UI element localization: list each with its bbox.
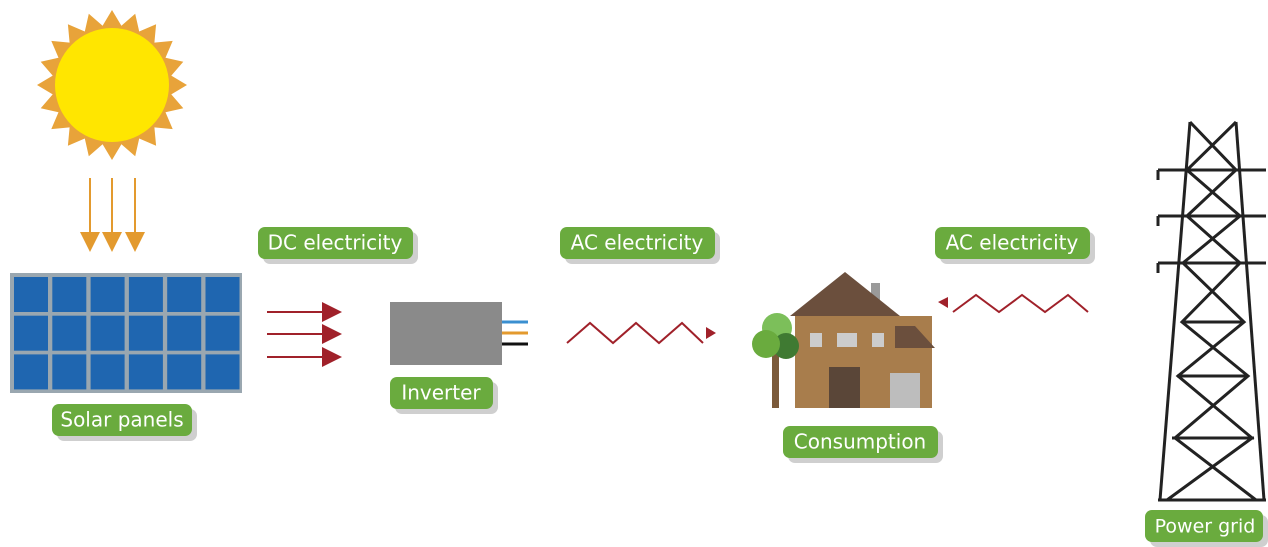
node-label: Solar panels [60, 408, 183, 432]
label-ac1: AC electricity [560, 227, 720, 264]
inverter [390, 302, 528, 365]
house [752, 272, 935, 408]
dc-arrows [267, 302, 342, 367]
panel-cell [52, 354, 87, 390]
panel-cell [128, 315, 163, 351]
sun-disc [55, 28, 169, 142]
panel-cell [14, 354, 48, 390]
solar-panel [10, 273, 242, 393]
ac-wave [566, 293, 1089, 345]
panel-cell [52, 277, 87, 312]
panel-cell [205, 277, 240, 312]
node-label: Consumption [794, 430, 926, 454]
panel-cell [167, 315, 202, 351]
panel-cell [128, 277, 163, 312]
panel-cell [205, 315, 240, 351]
node-label: Power grid [1155, 516, 1256, 538]
node-label: Inverter [401, 381, 481, 405]
panel-cell [14, 277, 48, 312]
panel-cell [14, 315, 48, 351]
flow-label: DC electricity [268, 231, 403, 255]
panel-cell [167, 277, 202, 312]
panel-cell [90, 277, 125, 312]
sun-rays [80, 178, 145, 252]
panel-cell [128, 354, 163, 390]
power-tower [1156, 120, 1266, 502]
panel-cell [205, 354, 240, 390]
label-ac2: AC electricity [935, 227, 1095, 264]
sun [37, 10, 187, 160]
flow-label: AC electricity [571, 231, 704, 255]
label-inverter: Inverter [390, 377, 498, 414]
label-grid: Power grid [1145, 510, 1268, 547]
label-consumption: Consumption [783, 426, 943, 463]
flow-label: AC electricity [946, 231, 1079, 255]
label-solar: Solar panels [52, 404, 197, 441]
panel-cell [90, 354, 125, 390]
panel-cell [167, 354, 202, 390]
panel-cell [52, 315, 87, 351]
panel-cell [90, 315, 125, 351]
label-dc: DC electricity [258, 227, 418, 264]
